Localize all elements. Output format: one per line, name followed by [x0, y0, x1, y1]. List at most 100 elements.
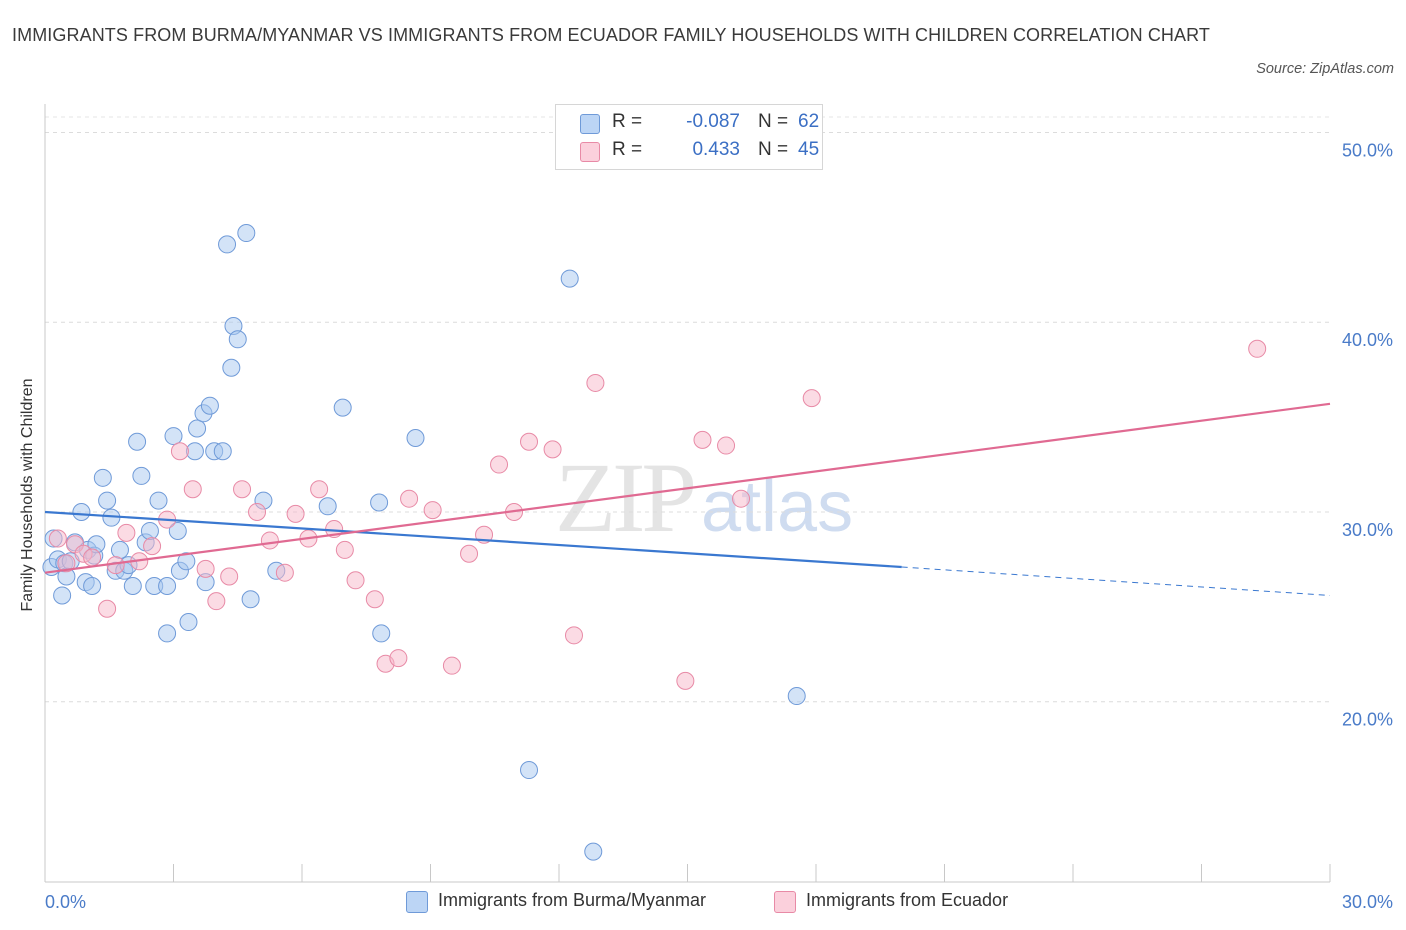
point-burma: [218, 235, 237, 254]
point-ecuador: [717, 436, 736, 455]
point-ecuador: [335, 540, 354, 559]
point-ecuador: [233, 480, 252, 499]
point-ecuador: [1248, 339, 1267, 358]
legend-swatch-burma: [580, 114, 600, 134]
watermark-atlas: atlas: [701, 467, 854, 547]
bottom-legend-swatch-ecuador: [774, 891, 796, 913]
point-ecuador: [98, 599, 117, 618]
point-burma: [188, 419, 207, 438]
point-ecuador: [48, 529, 67, 548]
point-burma: [241, 590, 260, 609]
trend-line-burma: [44, 510, 902, 569]
bottom-legend-swatch-burma: [406, 891, 428, 913]
point-ecuador: [564, 626, 583, 645]
y-axis-label: Family Households with Children: [19, 378, 36, 612]
point-burma: [128, 432, 147, 451]
point-burma: [370, 493, 389, 512]
point-ecuador: [207, 592, 226, 611]
x-tick-label: 30.0%: [1342, 892, 1393, 912]
point-ecuador: [676, 671, 695, 690]
point-burma: [93, 468, 112, 487]
legend-swatch-ecuador: [580, 142, 600, 162]
point-ecuador: [490, 455, 509, 474]
y-tick-label: 30.0%: [1342, 520, 1393, 540]
point-ecuador: [310, 480, 329, 499]
trend-line-ecuador: [44, 402, 1331, 574]
bottom-legend-label-ecuador: Immigrants from Ecuador: [806, 890, 1009, 910]
point-burma: [123, 576, 142, 595]
point-burma: [560, 269, 579, 288]
point-ecuador: [586, 373, 605, 392]
point-ecuador: [460, 544, 479, 563]
point-ecuador: [365, 590, 384, 609]
point-ecuador: [423, 501, 442, 520]
legend-n-value: 62: [798, 111, 820, 132]
point-burma: [333, 398, 352, 417]
point-ecuador: [275, 563, 294, 582]
point-burma: [228, 330, 247, 349]
point-ecuador: [248, 502, 267, 521]
grid-lines: [45, 116, 1330, 703]
watermark-zip: ZIP: [555, 442, 697, 553]
point-burma: [132, 466, 151, 485]
point-burma: [168, 521, 187, 540]
point-burma: [158, 576, 177, 595]
point-ecuador: [220, 567, 239, 586]
y-tick-label: 20.0%: [1342, 710, 1393, 730]
axes: [44, 104, 1331, 883]
point-burma: [177, 552, 196, 571]
correlation-legend: R = -0.087 N = 62 R = 0.433 N = 45: [555, 104, 823, 170]
trend-lines: [44, 402, 1331, 596]
point-ecuador: [183, 480, 202, 499]
point-burma: [98, 491, 117, 510]
chart-title: IMMIGRANTS FROM BURMA/MYANMAR VS IMMIGRA…: [12, 25, 1211, 45]
point-ecuador: [170, 442, 189, 461]
point-ecuador: [286, 504, 305, 523]
point-burma: [140, 521, 159, 540]
point-burma: [83, 576, 102, 595]
y-tick-label: 40.0%: [1342, 330, 1393, 350]
point-ecuador: [117, 523, 136, 542]
legend-r-label: R =: [612, 111, 643, 132]
point-ecuador: [732, 489, 751, 508]
data-points: [42, 224, 1267, 861]
point-ecuador: [389, 649, 408, 668]
point-burma: [53, 586, 72, 605]
x-tick-label: 0.0%: [45, 892, 86, 912]
y-tick-label: 50.0%: [1342, 140, 1393, 160]
point-ecuador: [57, 554, 76, 573]
point-burma: [149, 491, 168, 510]
point-burma: [200, 396, 219, 415]
trend-line-burma-extension: [901, 566, 1331, 596]
point-burma: [179, 613, 198, 632]
source-credit: Source: ZipAtlas.com: [1256, 61, 1394, 77]
point-ecuador: [196, 559, 215, 578]
point-burma: [237, 224, 256, 243]
bottom-legend-label-burma: Immigrants from Burma/Myanmar: [438, 890, 707, 910]
point-ecuador: [260, 531, 279, 550]
legend-n-label: N =: [758, 111, 789, 132]
point-ecuador: [400, 489, 419, 508]
point-ecuador: [346, 571, 365, 590]
point-ecuador: [693, 430, 712, 449]
point-burma: [110, 540, 129, 559]
point-burma: [787, 687, 806, 706]
point-burma: [584, 842, 603, 861]
point-burma: [318, 497, 337, 516]
point-ecuador: [143, 537, 162, 556]
point-ecuador: [802, 389, 821, 408]
point-burma: [520, 761, 539, 780]
legend-r-value: -0.087: [686, 111, 740, 132]
point-ecuador: [83, 548, 102, 567]
legend-n-label: N =: [758, 139, 789, 160]
legend-r-label: R =: [612, 139, 643, 160]
point-burma: [72, 502, 91, 521]
tick-labels: 20.0% 30.0% 40.0% 50.0% 0.0% 30.0%: [45, 140, 1393, 912]
legend-n-value: 45: [798, 139, 820, 160]
point-burma: [213, 442, 232, 461]
point-ecuador: [442, 656, 461, 675]
point-burma: [406, 428, 425, 447]
point-burma: [372, 624, 391, 643]
point-burma: [158, 624, 177, 643]
